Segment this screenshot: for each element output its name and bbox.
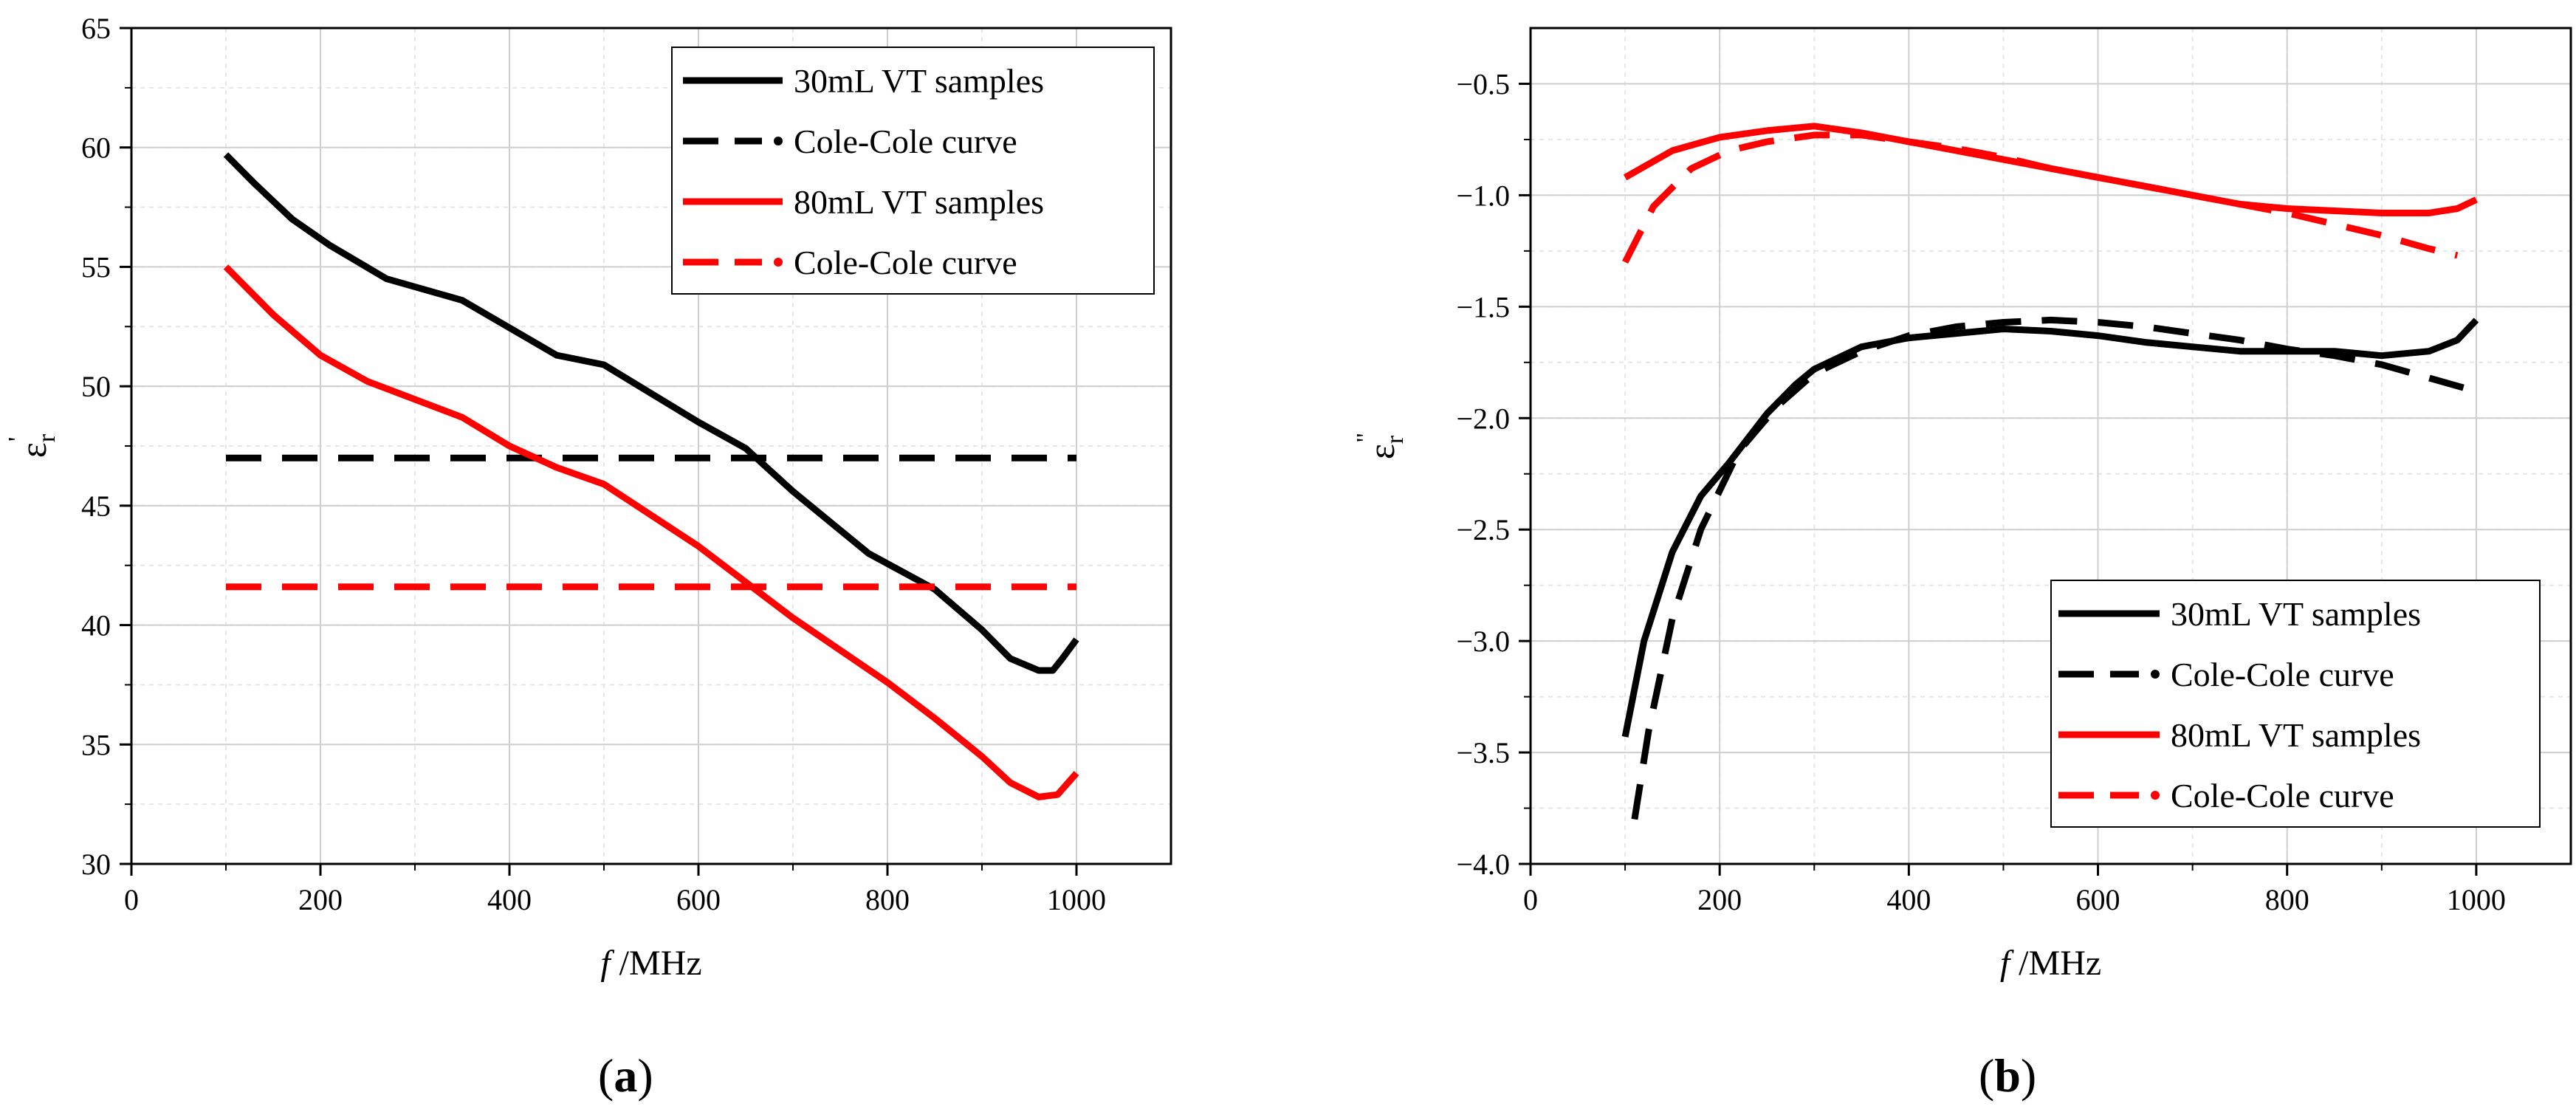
y-tick-label: −0.5 — [1456, 67, 1510, 100]
y-tick-label: −4.0 — [1456, 848, 1510, 881]
legend-label: Cole-Cole curve — [794, 244, 1017, 281]
y-axis-title: εr" — [1352, 433, 1409, 459]
y-tick-label: −1.0 — [1456, 179, 1510, 212]
legend-label: 80mL VT samples — [794, 183, 1044, 221]
legend-box — [671, 47, 1155, 295]
tick-labels: 0 200 400 600 800 1000 −4.0 −3.5 −3.0 −2.5 −2.0 −1.… — [1456, 67, 2505, 916]
y-tick-label: 65 — [81, 12, 111, 45]
y-tick-label: 35 — [81, 728, 111, 761]
series-line-1 — [1621, 318, 2479, 738]
y-axis-title: εr' — [4, 433, 61, 458]
legend-label: 30mL VT samples — [2171, 595, 2421, 633]
plot-frame — [130, 27, 1172, 865]
y-axis-title-symbol: ε — [13, 442, 54, 458]
legend-label: Cole-Cole curve — [794, 123, 1017, 160]
series-line-2 — [1631, 316, 2478, 820]
legend-label: Cole-Cole curve — [2171, 656, 2394, 693]
x-tick-label: 800 — [865, 883, 910, 916]
x-tick-label: 600 — [676, 883, 721, 916]
panel-label-letter: b — [1994, 1049, 2021, 1102]
legend: 30mL VT samples Cole-Cole curve 80mL VT sa… — [671, 47, 1155, 295]
y-axis-title-superscript: " — [1352, 433, 1379, 443]
legend-box — [2050, 580, 2541, 828]
x-tick-label: 600 — [2076, 883, 2120, 916]
series-group — [223, 152, 1079, 800]
series-line-4 — [1622, 131, 2459, 264]
series-group — [1621, 123, 2479, 820]
panel-label: (a) — [598, 1049, 653, 1102]
y-axis-title-symbol: ε — [1361, 444, 1402, 459]
legend: 30mL VT samples Cole-Cole curve 80mL VT sa… — [2050, 580, 2541, 828]
y-axis-title-subscript: r — [1381, 435, 1409, 444]
x-tick-label: 0 — [124, 883, 139, 916]
y-tick-label: 30 — [81, 848, 111, 881]
tick-marks — [1519, 82, 2478, 876]
y-tick-label: 60 — [81, 131, 111, 165]
panel-label: (b) — [1979, 1049, 2036, 1102]
y-tick-label: 40 — [81, 609, 111, 642]
y-axis-title-subscript: r — [33, 433, 61, 442]
legend-swatch-dot — [2151, 670, 2160, 679]
y-tick-label: −2.0 — [1456, 402, 1510, 435]
plot-frame — [1529, 27, 2572, 865]
series-line-3 — [223, 264, 1079, 800]
tick-labels: 0 200 400 600 800 1000 30 35 40 45 50 55 60 65 — [81, 12, 1106, 916]
panel-label-open: ( — [1979, 1049, 1994, 1102]
x-tick-label: 200 — [1697, 883, 1742, 916]
x-tick-label: 1000 — [1047, 883, 1106, 916]
panel-label-close: ) — [637, 1049, 653, 1102]
legend-swatch-dot — [774, 258, 783, 267]
panel-label-close: ) — [2021, 1049, 2036, 1102]
panel-label-letter: a — [614, 1049, 637, 1102]
x-tick-label: 800 — [2265, 883, 2309, 916]
y-tick-label: 55 — [81, 250, 111, 284]
x-tick-label: 1000 — [2447, 883, 2506, 916]
series-line-1 — [223, 152, 1079, 674]
x-tick-label: 400 — [487, 883, 532, 916]
panel-a-chart: 0 200 400 600 800 1000 30 35 40 45 50 55 60 65 30mL VT… — [4, 12, 1172, 1102]
y-tick-label: −3.5 — [1456, 736, 1510, 769]
panel-b-chart: 0 200 400 600 800 1000 −4.0 −3.5 −3.0 −2.5 −2.0 −1.… — [1352, 27, 2572, 1102]
legend-label: 80mL VT samples — [2171, 716, 2421, 754]
panel-label-open: ( — [598, 1049, 614, 1102]
y-tick-label: 50 — [81, 370, 111, 403]
x-axis-title-unit: /MHz — [611, 944, 702, 983]
y-tick-label: 45 — [81, 490, 111, 523]
legend-swatch-dot — [2151, 791, 2160, 800]
x-axis-title: f /MHz — [600, 944, 701, 983]
x-tick-label: 200 — [298, 883, 343, 916]
legend-swatch-dot — [774, 137, 783, 145]
legend-label: 30mL VT samples — [794, 62, 1044, 100]
y-axis-title-superscript: ' — [4, 437, 31, 442]
x-tick-label: 400 — [1886, 883, 1931, 916]
y-tick-label: −1.5 — [1456, 290, 1510, 323]
legend-label: Cole-Cole curve — [2171, 777, 2394, 814]
y-tick-label: −2.5 — [1456, 513, 1510, 546]
x-axis-title: f /MHz — [2000, 944, 2101, 983]
y-tick-label: −3.0 — [1456, 625, 1510, 658]
x-tick-label: 0 — [1523, 883, 1538, 916]
x-axis-title-unit: /MHz — [2010, 944, 2101, 983]
